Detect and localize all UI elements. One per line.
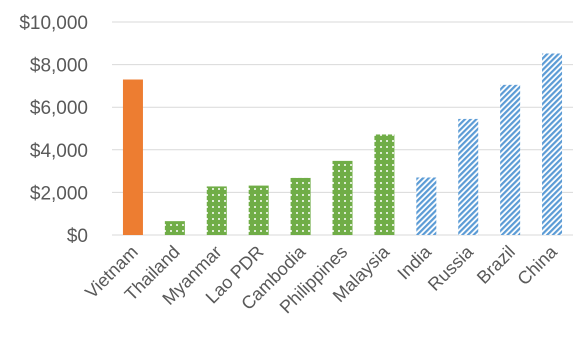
bar-russia bbox=[458, 118, 479, 235]
x-tick-label: China bbox=[513, 241, 561, 289]
bar-cambodia bbox=[290, 177, 311, 235]
bar-china bbox=[542, 53, 563, 235]
x-tick-label: Russia bbox=[424, 241, 478, 295]
bar-india bbox=[416, 177, 437, 235]
bars bbox=[122, 53, 563, 236]
y-axis-tick-labels: $0 $2,000 $4,000 $6,000 $8,000 $10,000 bbox=[19, 13, 88, 247]
y-tick-label: $10,000 bbox=[19, 13, 88, 34]
bar-brazil bbox=[500, 84, 521, 236]
y-tick-label: $4,000 bbox=[30, 141, 88, 162]
bar-vietnam bbox=[122, 79, 143, 235]
y-tick-label: $0 bbox=[67, 226, 88, 247]
bar-myanmar bbox=[206, 186, 227, 235]
bar-philippines bbox=[332, 160, 353, 235]
bar-thailand bbox=[164, 221, 185, 235]
y-tick-label: $8,000 bbox=[30, 56, 88, 77]
bar-lao-pdr bbox=[248, 185, 269, 235]
x-tick-label: Brazil bbox=[473, 242, 519, 288]
bar-malaysia bbox=[374, 134, 395, 235]
y-tick-label: $6,000 bbox=[30, 98, 88, 119]
y-tick-label: $2,000 bbox=[30, 183, 88, 204]
gridlines bbox=[112, 21, 573, 236]
